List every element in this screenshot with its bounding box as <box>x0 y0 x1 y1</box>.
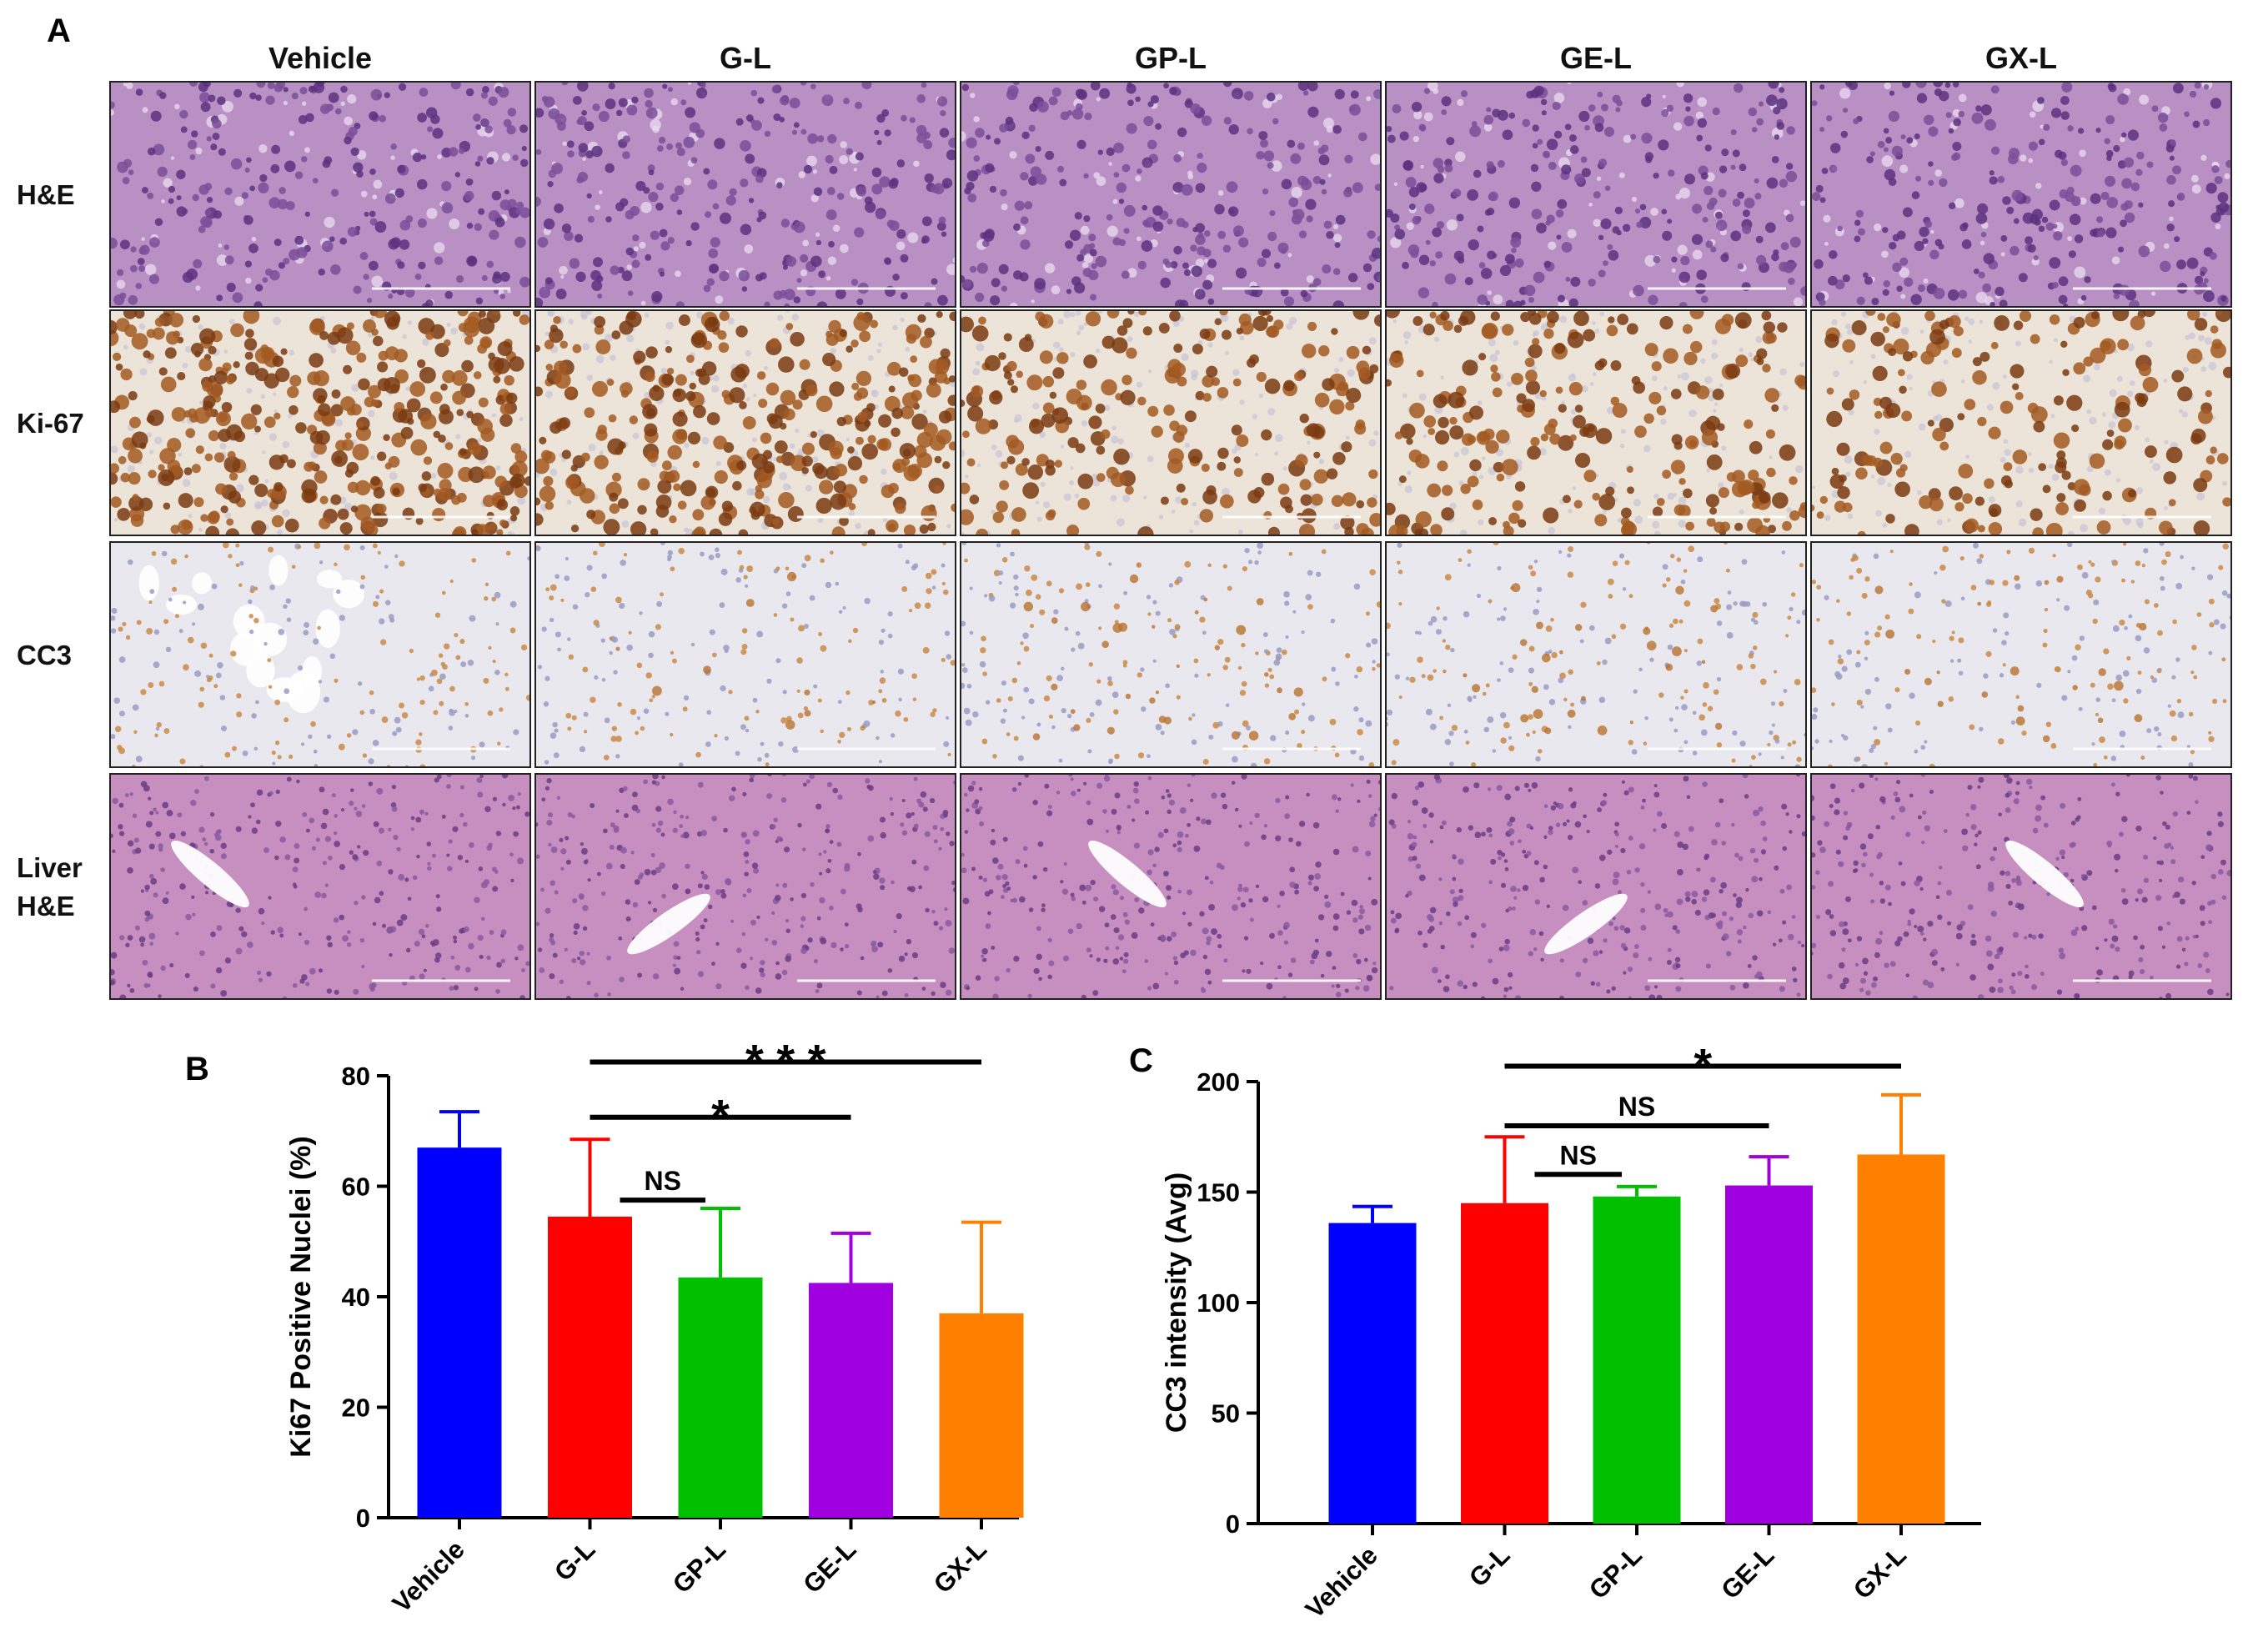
x-tick-label-g-l: G-L <box>549 1534 600 1586</box>
y-tick-label: 100 <box>1197 1288 1240 1318</box>
panel-a-letter: A <box>47 13 71 49</box>
x-tick-label-g-l: G-L <box>1463 1540 1515 1592</box>
column-label-gp-l: GP-L <box>1135 41 1207 75</box>
bar-g-l <box>548 1216 632 1518</box>
chart-b: B 0 20 40 60 80 Ki67 Positive Nuclei (%) Vehic… <box>185 1034 1024 1619</box>
column-label-gx-l: GX-L <box>1985 41 2057 75</box>
column-label-vehicle: Vehicle <box>268 41 372 75</box>
micrograph-cc3-ge-l <box>1385 541 1807 768</box>
micrograph-ki-67-gx-l <box>1810 309 2232 536</box>
panel-a: A Vehicle G-L GP-L GE-L GX-L H&E Ki-67 CC3 Liver… <box>17 13 2232 1000</box>
y-tick-label: 60 <box>342 1172 370 1202</box>
micrograph-ki-67-vehicle <box>109 309 531 536</box>
y-tick-label: 20 <box>342 1393 370 1423</box>
y-tick-label: 40 <box>342 1283 370 1312</box>
micrograph-h-e-ge-l <box>1385 81 1807 308</box>
micrograph-cc3-g-l <box>534 541 956 768</box>
column-label-g-l: G-L <box>720 41 771 75</box>
significance-label: * <box>1693 1038 1712 1091</box>
bar-gx-l <box>939 1313 1024 1518</box>
x-tick-label-ge-l: GE-L <box>1715 1540 1779 1604</box>
row-label-h-e: H&E <box>17 179 75 210</box>
bar-gx-l <box>1857 1154 1945 1524</box>
bar-vehicle <box>1328 1223 1417 1524</box>
bar-vehicle <box>417 1147 502 1518</box>
micrograph-liver-h-e-gx-l <box>1810 773 2232 1000</box>
bar-ge-l <box>1725 1185 1813 1524</box>
x-tick-label-gx-l: GX-L <box>928 1534 992 1599</box>
bar-ge-l <box>809 1283 893 1518</box>
bar-g-l <box>1461 1203 1548 1524</box>
x-tick-label-ge-l: GE-L <box>797 1534 861 1599</box>
x-tick-label-gx-l: GX-L <box>1848 1540 1912 1604</box>
y-axis-title: CC3 intensity (Avg) <box>1161 1172 1192 1433</box>
micrograph-grid: Vehicle G-L GP-L GE-L GX-L H&E Ki-67 CC3 Liver H&… <box>17 41 2232 1000</box>
significance-label: * * * <box>745 1034 826 1087</box>
y-tick-label: 200 <box>1197 1067 1240 1097</box>
chart-c: C 0 50 100 150 200 CC3 intensity (Avg) Vehicle… <box>1129 1038 1981 1624</box>
row-label-liver-h-e-line2: H&E <box>17 891 75 921</box>
micrograph-h-e-g-l <box>534 81 956 308</box>
micrograph-liver-h-e-gp-l <box>960 773 1382 1000</box>
y-tick-label: 80 <box>342 1062 370 1091</box>
micrograph-liver-h-e-g-l <box>534 773 956 1000</box>
micrograph-ki-67-ge-l <box>1385 309 1807 536</box>
column-label-ge-l: GE-L <box>1560 41 1632 75</box>
significance-label: NS <box>1618 1092 1655 1122</box>
panel-c-letter: C <box>1129 1042 1153 1079</box>
bar-gp-l <box>1593 1196 1681 1524</box>
row-label-liver-h-e-line1: Liver <box>17 852 83 883</box>
row-label-ki-67: Ki-67 <box>17 408 84 439</box>
x-tick-label-gp-l: GP-L <box>667 1534 731 1599</box>
micrograph-liver-h-e-vehicle <box>109 773 531 1000</box>
y-tick-label: 0 <box>1226 1509 1240 1539</box>
x-tick-label-vehicle: Vehicle <box>1300 1540 1383 1624</box>
y-tick-label: 50 <box>1212 1399 1240 1429</box>
micrograph-cc3-gp-l <box>960 541 1382 768</box>
micrograph-liver-h-e-ge-l <box>1385 773 1807 1000</box>
micrograph-ki-67-g-l <box>534 309 956 536</box>
micrograph-h-e-vehicle <box>109 81 531 308</box>
x-tick-label-vehicle: Vehicle <box>387 1534 470 1618</box>
significance-label: NS <box>1560 1140 1597 1170</box>
micrograph-h-e-gp-l <box>960 81 1382 308</box>
significance-label: * <box>711 1090 730 1142</box>
micrograph-cc3-gx-l <box>1810 541 2232 768</box>
y-axis-title: Ki67 Positive Nuclei (%) <box>285 1136 317 1457</box>
micrograph-h-e-gx-l <box>1810 81 2232 308</box>
row-label-cc3: CC3 <box>17 640 72 670</box>
panel-b-letter: B <box>185 1051 209 1087</box>
y-tick-label: 150 <box>1197 1178 1240 1208</box>
x-tick-label-gp-l: GP-L <box>1583 1540 1648 1604</box>
micrograph-cc3-vehicle <box>109 541 531 768</box>
significance-label: NS <box>645 1166 681 1196</box>
y-tick-label: 0 <box>356 1504 370 1533</box>
bar-gp-l <box>678 1277 763 1518</box>
micrograph-ki-67-gp-l <box>960 309 1382 536</box>
